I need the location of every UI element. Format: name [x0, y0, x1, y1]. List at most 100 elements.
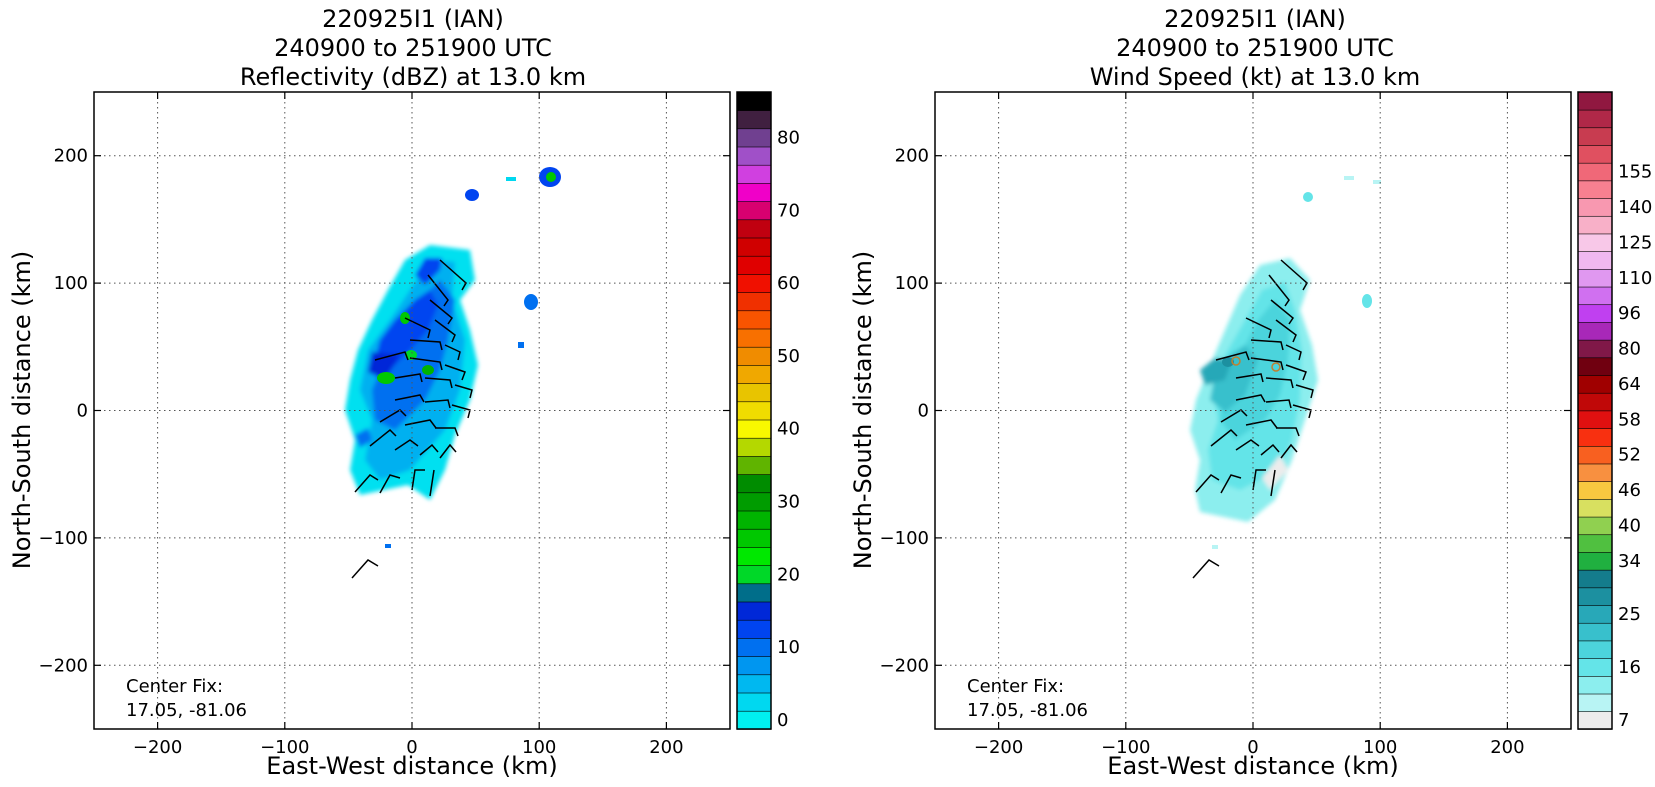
colorbar-bin	[1577, 516, 1613, 536]
colorbar-bin	[736, 91, 772, 111]
colorbar-bin	[736, 109, 772, 130]
colorbar-bin	[1577, 587, 1613, 606]
colorbar-tick-label: 46	[1618, 480, 1641, 501]
colorbar-bin	[1577, 197, 1613, 217]
colorbar-tick-label: 30	[777, 492, 800, 513]
center-fix-value: 17.05, -81.06	[126, 700, 247, 721]
y-tick-label: −100	[39, 528, 88, 549]
colorbar-bin	[736, 328, 772, 348]
colorbar-tick-label: 50	[777, 346, 800, 367]
x-axis-label: East-West distance (km)	[1107, 752, 1398, 780]
colorbar-tick-label: 40	[777, 419, 800, 440]
colorbar-tick-label: 155	[1618, 162, 1652, 183]
x-tick-label: 100	[522, 737, 556, 758]
x-tick-label: −200	[133, 737, 182, 758]
colorbar-bin	[1577, 91, 1613, 111]
x-tick-label: −100	[260, 737, 309, 758]
y-tick-label: −100	[880, 528, 929, 549]
axis-ticks	[94, 92, 730, 729]
colorbar-tick-label: 80	[1618, 339, 1641, 360]
chart-title-line-3: Reflectivity (dBZ) at 13.0 km	[240, 63, 586, 91]
center-fix-value: 17.05, -81.06	[967, 700, 1088, 721]
colorbar-tick-labels: 7 16 25 34 40 46 52 58 64 80 96 110 125 …	[1618, 162, 1652, 732]
colorbar-tick-label: 125	[1618, 232, 1652, 253]
colorbar-bin	[1577, 640, 1613, 659]
colorbar-bin	[736, 619, 772, 639]
colorbar-bin	[736, 564, 772, 585]
axis-ticks	[935, 92, 1571, 729]
colorbar-bin	[1577, 374, 1613, 394]
colorbar-bin	[1577, 233, 1613, 252]
center-fix-label: Center Fix:	[126, 676, 223, 697]
colorbar-bin	[736, 637, 772, 657]
colorbar-bin	[1577, 622, 1613, 642]
colorbar-bin	[1577, 357, 1613, 376]
wind-speed-field	[1190, 176, 1381, 549]
colorbar-bin	[736, 710, 772, 730]
colorbar-bin	[1577, 321, 1613, 341]
colorbar-bin	[1577, 304, 1613, 323]
colorbar-bin	[1577, 445, 1613, 465]
colorbar-bin	[1577, 604, 1613, 624]
colorbar-bin	[736, 182, 772, 202]
wind-barbs	[1192, 259, 1314, 579]
y-axis-label: North-South distance (km)	[8, 251, 36, 570]
colorbar-tick-label: 60	[777, 273, 800, 294]
colorbar-bin	[736, 473, 772, 494]
colorbar-bin	[736, 528, 772, 548]
y-tick-label: 100	[895, 273, 929, 294]
wind-barbs	[351, 259, 473, 579]
center-fix-label: Center Fix:	[967, 676, 1064, 697]
reflectivity-field	[345, 167, 561, 548]
colorbar-tick-label: 70	[777, 200, 800, 221]
colorbar-bin	[736, 273, 772, 293]
colorbar-bin	[736, 146, 772, 166]
colorbar-bin	[736, 692, 772, 712]
colorbar-bin	[1577, 551, 1613, 571]
colorbar-tick-label: 96	[1618, 303, 1641, 324]
reflectivity-panel: 220925I1 (IAN) 240900 to 251900 UTC Refl…	[8, 5, 800, 780]
y-tick-label: 200	[54, 146, 88, 167]
chart-title-line-1: 220925I1 (IAN)	[322, 5, 504, 33]
colorbar-tick-label: 34	[1618, 551, 1641, 572]
colorbar-bin	[736, 310, 772, 330]
colorbar-bin	[1577, 427, 1613, 447]
x-tick-label: 0	[1247, 737, 1258, 758]
colorbar-bin	[1577, 250, 1613, 270]
colorbar-bin	[736, 546, 772, 566]
gridlines	[94, 92, 730, 729]
colorbar-bin	[736, 437, 772, 457]
colorbar-bin	[736, 364, 772, 384]
colorbar-bin	[736, 200, 772, 221]
colorbar-bin	[1577, 693, 1613, 713]
colorbar-bin	[1577, 180, 1613, 199]
x-tick-label: 0	[406, 737, 417, 758]
reflectivity-colorbar	[736, 91, 772, 730]
y-tick-label: −200	[39, 655, 88, 676]
colorbar-bin	[736, 419, 772, 439]
colorbar-tick-label: 110	[1618, 268, 1652, 289]
x-tick-label: −200	[974, 737, 1023, 758]
colorbar-bin	[1577, 534, 1613, 553]
colorbar-bin	[1577, 480, 1613, 500]
x-tick-label: 200	[649, 737, 683, 758]
colorbar-bin	[1577, 286, 1613, 306]
colorbar-bin	[1577, 144, 1613, 164]
y-axis-label: North-South distance (km)	[849, 251, 877, 570]
colorbar-bin	[1577, 127, 1613, 146]
colorbar-tick-label: 58	[1618, 409, 1641, 430]
chart-title-line-3: Wind Speed (kt) at 13.0 km	[1090, 63, 1421, 91]
x-tick-label: −100	[1101, 737, 1150, 758]
colorbar-tick-label: 40	[1618, 516, 1641, 537]
colorbar-bin	[736, 401, 772, 421]
colorbar-tick-label: 16	[1618, 657, 1641, 678]
chart-title-line-2: 240900 to 251900 UTC	[274, 34, 552, 62]
y-tick-label: 100	[54, 273, 88, 294]
colorbar-bin	[1577, 657, 1613, 677]
chart-title-line-1: 220925I1 (IAN)	[1164, 5, 1346, 33]
colorbar-frame	[736, 91, 772, 730]
colorbar-bin	[736, 382, 772, 403]
colorbar-bin	[736, 237, 772, 257]
colorbar-bin	[1577, 498, 1613, 518]
